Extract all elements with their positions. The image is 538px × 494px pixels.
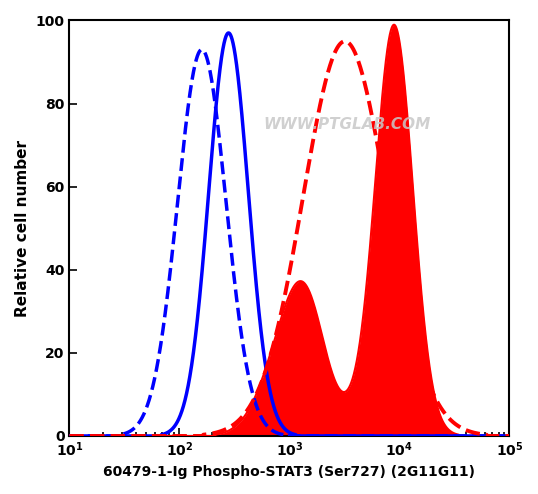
X-axis label: 60479-1-Ig Phospho-STAT3 (Ser727) (2G11G11): 60479-1-Ig Phospho-STAT3 (Ser727) (2G11G… <box>103 465 476 479</box>
Text: WWW.PTGLAB.COM: WWW.PTGLAB.COM <box>263 117 430 132</box>
Y-axis label: Relative cell number: Relative cell number <box>15 140 30 317</box>
